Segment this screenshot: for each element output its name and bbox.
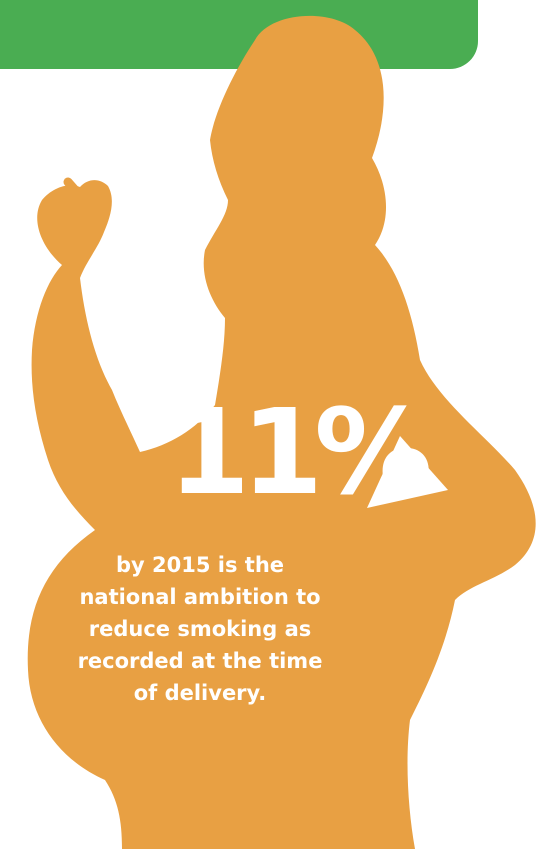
caption-line: by 2015 is the	[115, 553, 285, 577]
play-triangle-icon	[367, 436, 448, 508]
green-header-banner	[0, 0, 478, 69]
caption-line: recorded at the time	[77, 649, 323, 673]
statistic-value: 11%	[168, 383, 432, 521]
statistic-caption: by 2015 is the national ambition to redu…	[40, 549, 360, 709]
caption-line: national ambition to	[79, 585, 321, 609]
caption-line: reduce smoking as	[88, 617, 312, 641]
caption-line: of delivery.	[133, 681, 267, 705]
silhouette-body	[27, 15, 536, 849]
